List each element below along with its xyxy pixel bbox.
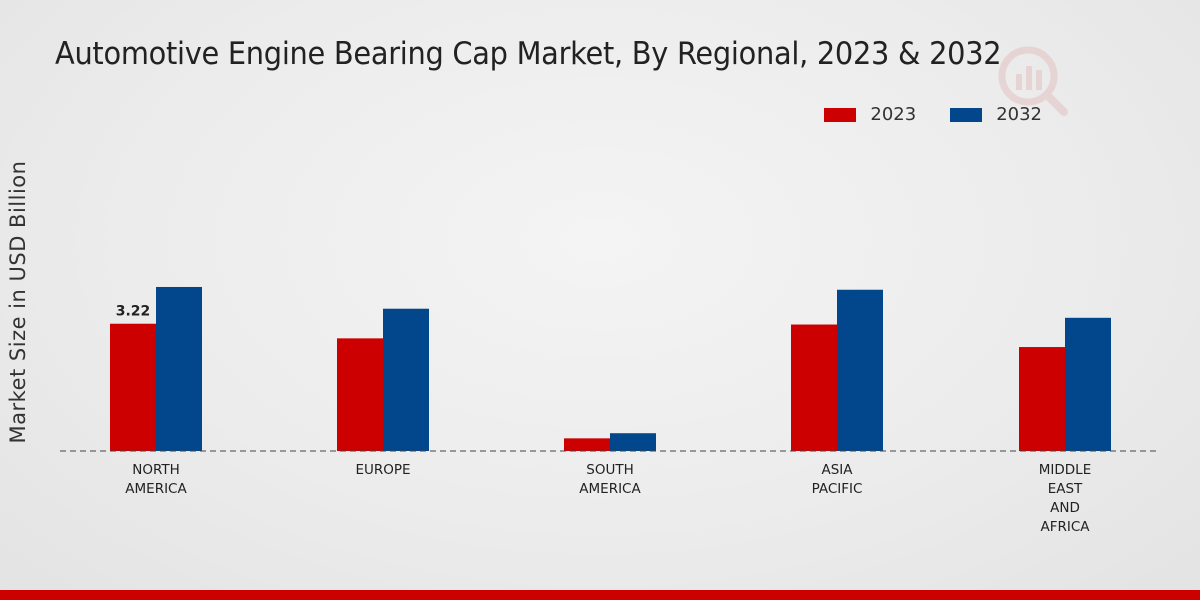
bar-2032-south-america[interactable] <box>610 433 656 451</box>
bar-2023-asia-pacific[interactable] <box>791 324 837 451</box>
legend-label-2032: 2032 <box>996 104 1042 125</box>
legend-item-2023[interactable]: 2023 <box>824 104 916 125</box>
legend-item-2032[interactable]: 2032 <box>950 104 1042 125</box>
bottom-accent-bar <box>0 590 1200 600</box>
legend: 2023 2032 <box>824 104 1042 125</box>
bar-2023-north-america[interactable] <box>110 323 156 451</box>
bar-2023-middle-east-and-africa[interactable] <box>1019 347 1065 451</box>
bar-2032-middle-east-and-africa[interactable] <box>1065 317 1111 451</box>
x-tick-label: EUROPE <box>355 462 410 478</box>
bar-2032-north-america[interactable] <box>156 286 202 451</box>
chart-title: Automotive Engine Bearing Cap Market, By… <box>55 36 1002 72</box>
bar-2032-asia-pacific[interactable] <box>837 289 883 451</box>
bar-2023-south-america[interactable] <box>564 438 610 451</box>
x-tick-label: MIDDLE EAST AND AFRICA <box>1039 462 1091 535</box>
legend-swatch-2023 <box>824 107 857 122</box>
x-tick-label: NORTH AMERICA <box>125 462 187 497</box>
legend-label-2023: 2023 <box>870 104 917 125</box>
data-label: 3.22 <box>116 304 151 320</box>
x-tick-label: ASIA PACIFIC <box>812 462 863 497</box>
legend-swatch-2032 <box>950 107 983 122</box>
bar-2032-europe[interactable] <box>383 308 429 451</box>
brand-watermark-icon <box>998 46 1068 116</box>
bar-2023-europe[interactable] <box>337 338 383 451</box>
x-tick-label: SOUTH AMERICA <box>579 462 641 497</box>
